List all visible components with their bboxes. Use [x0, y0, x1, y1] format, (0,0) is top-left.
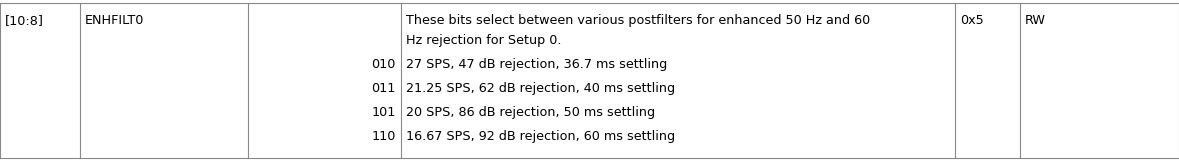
- Text: 101: 101: [371, 106, 396, 119]
- Text: [10:8]: [10:8]: [5, 14, 44, 27]
- Text: 20 SPS, 86 dB rejection, 50 ms settling: 20 SPS, 86 dB rejection, 50 ms settling: [406, 106, 656, 119]
- Text: 21.25 SPS, 62 dB rejection, 40 ms settling: 21.25 SPS, 62 dB rejection, 40 ms settli…: [406, 82, 676, 95]
- Text: ENHFILT0: ENHFILT0: [85, 14, 144, 27]
- Text: These bits select between various postfilters for enhanced 50 Hz and 60: These bits select between various postfi…: [406, 14, 870, 27]
- Text: 010: 010: [371, 58, 396, 71]
- Text: RW: RW: [1025, 14, 1046, 27]
- Text: 011: 011: [371, 82, 396, 95]
- Text: Hz rejection for Setup 0.: Hz rejection for Setup 0.: [406, 34, 561, 47]
- Text: 110: 110: [371, 130, 396, 143]
- Text: 27 SPS, 47 dB rejection, 36.7 ms settling: 27 SPS, 47 dB rejection, 36.7 ms settlin…: [406, 58, 667, 71]
- Text: 0x5: 0x5: [960, 14, 983, 27]
- Text: 16.67 SPS, 92 dB rejection, 60 ms settling: 16.67 SPS, 92 dB rejection, 60 ms settli…: [406, 130, 676, 143]
